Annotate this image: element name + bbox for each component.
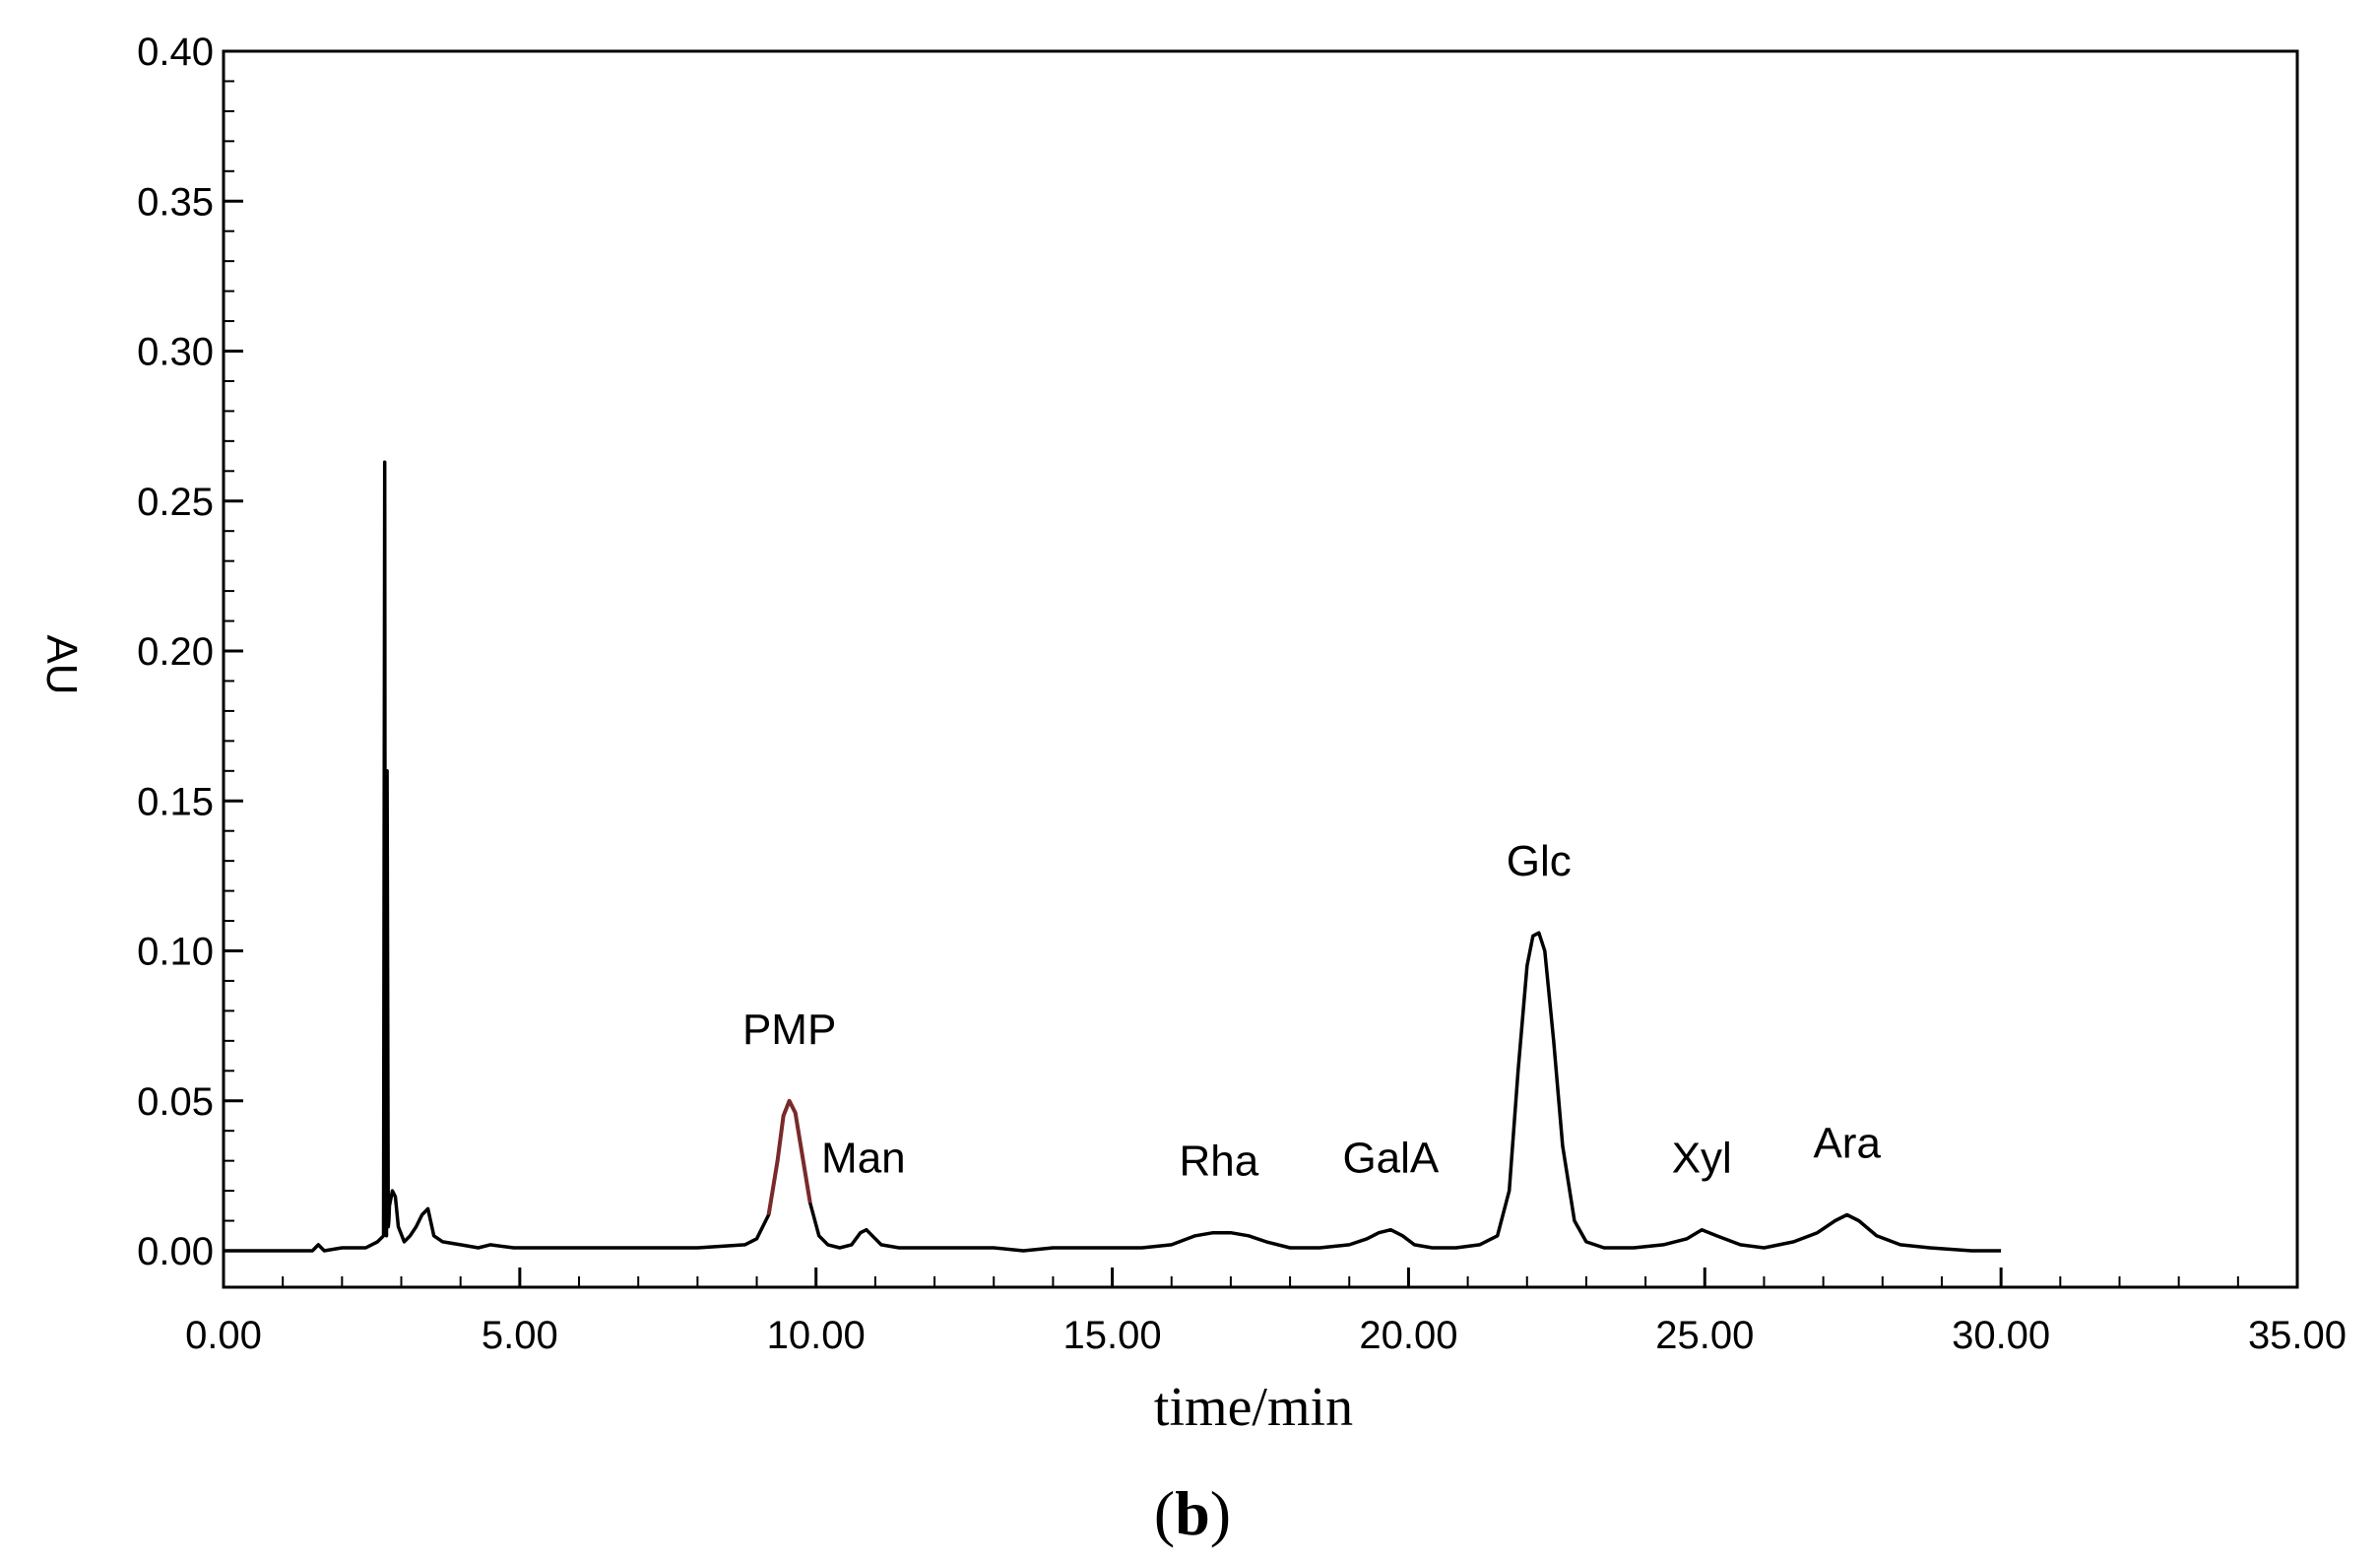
y-tick-label: 0.10 bbox=[137, 931, 214, 974]
pmp-peak-trace bbox=[766, 1098, 812, 1215]
x-tick-label: 20.00 bbox=[1359, 1314, 1457, 1357]
plot-border bbox=[222, 49, 2299, 1289]
x-axis-title: time/min bbox=[1154, 1377, 1353, 1438]
y-tick-label: 0.00 bbox=[137, 1230, 214, 1273]
y-tick-label: 0.05 bbox=[137, 1080, 214, 1124]
panel-label: (b) bbox=[1154, 1478, 1231, 1548]
x-axis: 0.00 5.00 10.00 15.00 20.00 25.00 30.00 35.00 bbox=[185, 1268, 2347, 1357]
y-axis: 0.00 0.05 0.10 0.15 0.20 0.25 0.30 0.35 0.40 bbox=[137, 31, 243, 1273]
peak-label: Xyl bbox=[1672, 1135, 1732, 1183]
panel-label-close: ) bbox=[1210, 1478, 1231, 1548]
x-tick-label: 30.00 bbox=[1952, 1314, 2050, 1357]
x-tick-label: 5.00 bbox=[482, 1314, 558, 1357]
annotation-layer: PMP Man Rha GalA Glc Xyl Ara bbox=[742, 837, 1881, 1186]
y-tick-label: 0.30 bbox=[137, 331, 214, 374]
x-tick-label: 0.00 bbox=[185, 1314, 262, 1357]
x-tick-label: 15.00 bbox=[1063, 1314, 1162, 1357]
x-tick-label: 10.00 bbox=[767, 1314, 866, 1357]
series-layer bbox=[224, 460, 2002, 1253]
x-tick-label: 35.00 bbox=[2248, 1314, 2347, 1357]
y-axis-title: AU bbox=[37, 634, 86, 694]
y-tick-label: 0.20 bbox=[137, 630, 214, 674]
y-tick-label: 0.25 bbox=[137, 481, 214, 524]
plot-frame bbox=[222, 49, 2299, 1289]
y-tick-label: 0.40 bbox=[137, 31, 214, 74]
panel-label-open: ( bbox=[1154, 1478, 1175, 1548]
peak-label: Glc bbox=[1507, 837, 1572, 885]
peak-label: Man bbox=[821, 1135, 906, 1183]
y-tick-label: 0.15 bbox=[137, 780, 214, 823]
panel-label-letter: b bbox=[1175, 1478, 1210, 1548]
peak-label: GalA bbox=[1342, 1135, 1439, 1183]
peak-label: Ara bbox=[1813, 1119, 1881, 1167]
chromatogram-trace bbox=[224, 460, 2002, 1253]
y-tick-label: 0.35 bbox=[137, 180, 214, 224]
peak-label: PMP bbox=[742, 1006, 836, 1054]
peak-label: Rha bbox=[1180, 1138, 1259, 1186]
x-tick-label: 25.00 bbox=[1655, 1314, 1754, 1357]
